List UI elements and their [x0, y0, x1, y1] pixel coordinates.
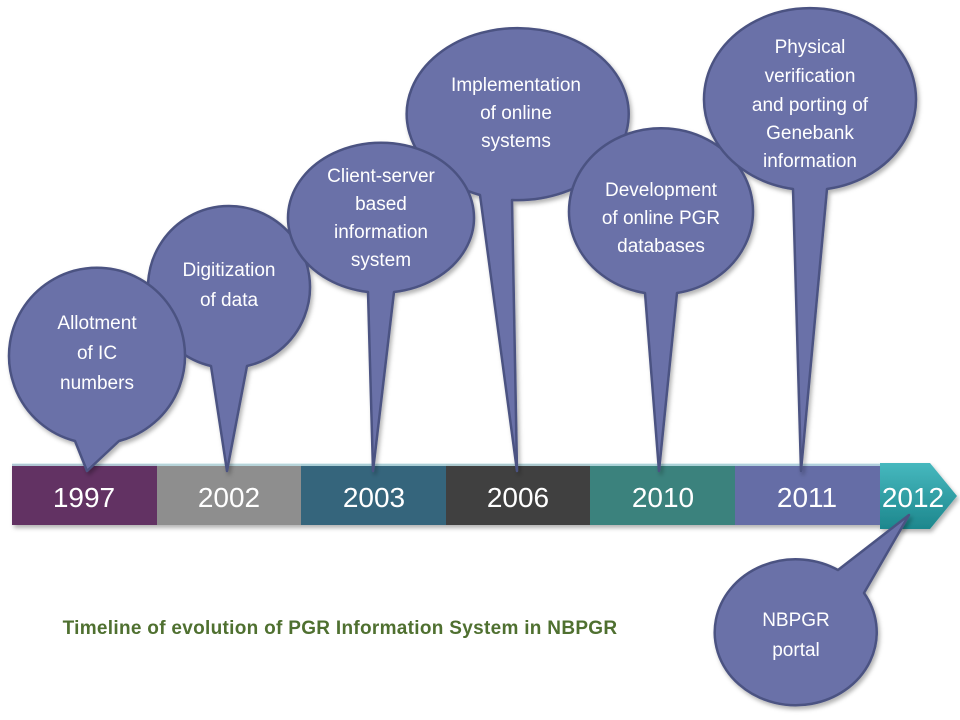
balloon-text-line: Genebank — [766, 123, 854, 144]
balloon-text-line: Digitization — [183, 260, 276, 281]
balloon-text-line: information — [334, 222, 428, 243]
year-label-2012: 2012 — [882, 482, 944, 513]
balloon-text-line: and porting of — [752, 95, 869, 116]
bar-top-highlight — [12, 463, 880, 466]
year-label-2003: 2003 — [343, 482, 405, 513]
balloon-text-line: numbers — [60, 373, 134, 394]
balloon-text-line: of online PGR — [602, 208, 720, 229]
diagram-caption: Timeline of evolution of PGR Information… — [63, 618, 618, 639]
balloon-text-line: Physical — [775, 37, 846, 58]
balloon-text-line: databases — [617, 236, 705, 257]
balloon-text-line: systems — [481, 131, 551, 152]
year-label-2011: 2011 — [777, 482, 837, 513]
balloon-text-line: Development — [605, 180, 718, 201]
balloon-text-line: Client-server — [327, 166, 435, 187]
balloon-nbpgr-portal — [713, 513, 911, 707]
balloon-allotment-ic-numbers — [7, 266, 187, 473]
segment-2011 — [735, 464, 880, 525]
year-label-2002: 2002 — [198, 482, 260, 513]
segment-2002 — [157, 464, 301, 525]
segment-2010 — [590, 464, 735, 525]
segment-2012-arrow — [880, 463, 957, 529]
balloon-text-line: of IC — [77, 343, 117, 364]
balloon-genebank-information — [702, 6, 918, 473]
balloon-text-line: information — [763, 151, 857, 172]
balloon-text-line: system — [351, 250, 411, 271]
segment-2006 — [446, 464, 590, 525]
balloon-text-line: NBPGR — [762, 610, 830, 631]
balloon-client-server-system — [286, 141, 476, 473]
balloon-labels: Allotment of IC numbers Digitization of … — [57, 37, 868, 661]
balloon-text-line: of data — [200, 290, 259, 311]
balloon-text-line: Implementation — [451, 75, 581, 96]
year-label-2010: 2010 — [632, 482, 694, 513]
year-labels: 1997 2002 2003 2006 2010 2011 2012 — [53, 482, 944, 513]
timeline-bar — [12, 463, 957, 529]
balloon-text-line: of online — [480, 103, 552, 124]
balloon-online-pgr-databases — [567, 127, 755, 473]
balloon-text-line: portal — [772, 640, 820, 661]
segment-1997 — [12, 464, 157, 525]
balloon-text-line: based — [355, 194, 407, 215]
balloon-outlines — [7, 6, 918, 707]
year-label-1997: 1997 — [53, 482, 115, 513]
balloon-text-line: Allotment — [57, 313, 137, 334]
segment-2003 — [301, 464, 446, 525]
year-label-2006: 2006 — [487, 482, 549, 513]
balloons — [7, 6, 918, 707]
balloon-text-line: verification — [765, 66, 856, 87]
